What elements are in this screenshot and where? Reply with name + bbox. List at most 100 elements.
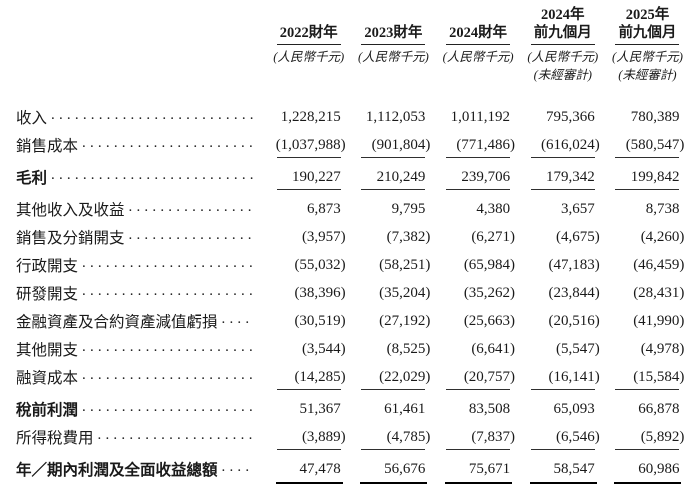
value-cell: 1,228,215 [256, 103, 341, 131]
value-cell: (23,844) [510, 279, 600, 307]
value-cell: (901,804) [341, 131, 430, 159]
value-cell: 6,873 [256, 195, 341, 223]
dot-leader: ........................................… [82, 366, 254, 383]
value: (7,382) [386, 228, 431, 245]
dot-leader: ........................................… [82, 398, 254, 415]
header-cell: (人民幣千元) [341, 47, 429, 65]
value: (7,837) [471, 428, 516, 445]
header-label-column-spacer [16, 24, 256, 45]
value: 210,249 [376, 168, 426, 185]
table-row: 行政開支....................................… [16, 251, 699, 279]
row-label-cell: 稅前利潤....................................… [16, 395, 256, 423]
table-row: 毛利......................................… [16, 163, 699, 191]
row-label: 年／期內利潤及全面收益總額 [16, 462, 218, 479]
value: (901,804) [371, 136, 431, 153]
value-cell: 9,795 [341, 195, 426, 223]
value: (3,544) [301, 340, 346, 357]
column-currency-unit-label: (人民幣千元) [612, 50, 683, 64]
value-cell: (27,192) [341, 307, 430, 335]
row-label: 收入 [16, 110, 48, 127]
header-label-column-spacer [16, 4, 256, 24]
value: (3,889) [301, 428, 346, 445]
table-row: 其他開支....................................… [16, 335, 699, 363]
value: 75,671 [468, 460, 511, 477]
value-cell: (3,544) [256, 335, 346, 363]
value-cell: 190,227 [256, 163, 341, 191]
table-row: 銷售及分銷開支.................................… [16, 223, 699, 251]
value: 239,706 [461, 168, 511, 185]
row-label: 其他收入及收益 [16, 202, 125, 219]
row-label-cell: 融資成本....................................… [16, 363, 256, 391]
value: (4,785) [386, 428, 431, 445]
header-cell: (未經審計) [595, 65, 680, 83]
value-cell: 61,461 [341, 395, 425, 423]
value: 1,011,192 [450, 108, 511, 125]
table-row: 其他收入及收益.................................… [16, 195, 699, 223]
header-cell [425, 4, 510, 24]
value-cell: 51,367 [256, 395, 340, 423]
value-cell: (4,785) [341, 423, 430, 451]
value: 1,228,215 [280, 108, 341, 125]
value-cell: (4,260) [595, 223, 685, 251]
row-label: 研發開支 [16, 286, 79, 303]
row-label-cell: 其他收入及收益.................................… [16, 195, 256, 223]
row-label-cell: 毛利......................................… [16, 163, 256, 191]
value-cell: 4,380 [425, 195, 510, 223]
value: 66,878 [638, 400, 680, 417]
header-cell [425, 65, 510, 83]
row-label: 金融資產及合約資產減值虧損 [16, 314, 218, 331]
value: (8,525) [386, 340, 431, 357]
value-cell: (7,382) [341, 223, 431, 251]
value-cell: (46,459) [595, 251, 684, 279]
value: 199,842 [630, 168, 680, 185]
row-label: 毛利 [16, 170, 48, 187]
value-cell: (20,516) [510, 307, 600, 335]
header-cell: 2024年 [510, 4, 595, 24]
header-cell: 2023財年 [341, 24, 426, 45]
dot-leader: ........................................… [82, 254, 254, 271]
header-cell: (人民幣千元) [510, 47, 598, 65]
column-unaudited-label: (未經審計) [618, 68, 677, 82]
table-row: 稅前利潤....................................… [16, 395, 699, 423]
value-cell: (4,978) [595, 335, 685, 363]
value: (25,663) [463, 312, 516, 329]
value: (1,037,988) [275, 136, 346, 153]
header-cell: 前九個月 [510, 24, 595, 45]
value: 780,389 [630, 108, 680, 125]
header-cell: 前九個月 [595, 24, 680, 45]
value-cell: 239,706 [425, 163, 510, 191]
header-cell: 2025年 [595, 4, 680, 24]
column-period-label: 2022財年 [276, 24, 341, 45]
value: 8,738 [645, 200, 680, 217]
value-cell: 65,093 [510, 395, 595, 423]
column-currency-unit-label: (人民幣千元) [442, 50, 514, 64]
value: 60,986 [638, 460, 680, 477]
header-cell [256, 4, 341, 24]
value: 795,366 [546, 108, 595, 125]
header-cell: 2022財年 [256, 24, 341, 45]
value-cell: (15,584) [595, 363, 684, 391]
value: (47,183) [548, 256, 600, 273]
value: 58,547 [553, 460, 595, 477]
value: (16,141) [548, 368, 600, 385]
value-cell: 8,738 [595, 195, 680, 223]
dot-leader: ........................................… [221, 310, 254, 327]
row-label-cell: 收入......................................… [16, 103, 256, 131]
dot-leader: ........................................… [82, 282, 254, 299]
value-cell: (58,251) [341, 251, 430, 279]
row-label-cell: 所得稅費用...................................… [16, 423, 256, 451]
row-label-cell: 行政開支....................................… [16, 251, 256, 279]
table-row: 融資成本....................................… [16, 363, 699, 391]
value: (14,285) [294, 368, 346, 385]
row-label: 行政開支 [16, 258, 79, 275]
value-cell: (16,141) [510, 363, 600, 391]
value-cell: (55,032) [256, 251, 345, 279]
value-cell: (35,262) [425, 279, 515, 307]
value: 4,380 [476, 200, 511, 217]
table-row: 所得稅費用...................................… [16, 423, 699, 451]
value-cell: (5,892) [595, 423, 684, 451]
header-cell: (人民幣千元) [425, 47, 514, 65]
value-cell: 795,366 [510, 103, 595, 131]
header-unaudited-note-row: (未經審計) (未經審計) [16, 65, 699, 83]
